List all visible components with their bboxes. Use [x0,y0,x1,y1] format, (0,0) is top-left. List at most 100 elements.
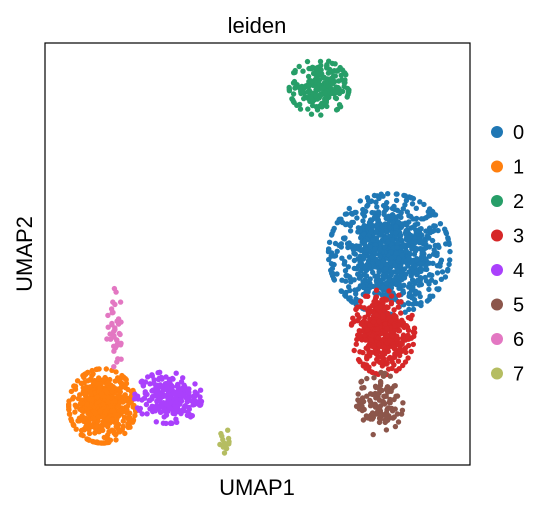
scatter-point-cluster-0 [346,205,352,212]
scatter-point-cluster-4 [153,390,159,396]
scatter-point-cluster-1 [115,403,122,410]
scatter-point-cluster-0 [349,299,356,305]
scatter-point-cluster-0 [364,195,371,201]
scatter-point-cluster-5 [387,396,393,403]
scatter-point-cluster-2 [304,58,311,65]
scatter-point-cluster-1 [76,418,83,424]
scatter-point-cluster-7 [221,440,227,446]
scatter-point-cluster-6 [113,343,120,349]
scatter-point-cluster-2 [332,73,338,79]
scatter-point-cluster-2 [318,112,324,118]
scatter-point-cluster-0 [376,247,383,254]
scatter-point-cluster-0 [328,267,334,273]
scatter-point-cluster-1 [70,422,77,428]
scatter-point-cluster-6 [105,312,111,319]
scatter-point-cluster-1 [103,366,110,372]
scatter-point-cluster-6 [105,324,111,330]
scatter-point-cluster-0 [357,283,364,289]
scatter-point-cluster-1 [87,384,93,390]
scatter-point-cluster-1 [93,423,100,429]
scatter-point-cluster-1 [81,374,87,381]
scatter-point-cluster-2 [308,111,315,117]
scatter-point-cluster-4 [134,405,141,411]
scatter-point-cluster-5 [399,407,406,413]
scatter-point-cluster-2 [308,79,315,85]
scatter-point-cluster-0 [417,275,424,281]
scatter-point-cluster-0 [406,301,412,307]
scatter-point-cluster-0 [391,276,398,283]
scatter-point-cluster-0 [442,274,449,280]
scatter-point-cluster-0 [360,231,367,237]
scatter-point-cluster-2 [314,107,321,113]
legend-item-0: 0 [491,122,524,144]
scatter-point-cluster-1 [127,415,133,421]
scatter-point-cluster-5 [376,419,383,426]
scatter-point-cluster-0 [392,230,399,236]
scatter-point-cluster-1 [79,427,85,434]
scatter-point-cluster-0 [326,239,333,245]
scatter-point-cluster-5 [371,375,377,381]
scatter-point-cluster-0 [410,224,416,230]
scatter-point-cluster-1 [100,377,107,383]
scatter-point-cluster-4 [183,395,189,401]
scatter-point-cluster-4 [180,375,186,381]
scatter-point-cluster-1 [88,391,94,397]
scatter-point-cluster-3 [382,321,388,327]
scatter-point-cluster-5 [380,399,387,405]
scatter-point-cluster-7 [218,430,224,437]
scatter-point-cluster-0 [365,225,371,231]
scatter-point-cluster-0 [354,265,360,272]
scatter-point-cluster-0 [379,292,385,298]
scatter-point-cluster-0 [347,223,354,229]
scatter-point-cluster-2 [319,85,326,91]
scatter-point-cluster-1 [77,400,84,407]
scatter-point-cluster-0 [339,277,345,283]
scatter-point-cluster-2 [301,95,307,102]
scatter-point-cluster-3 [354,304,361,310]
scatter-point-cluster-3 [392,323,398,329]
scatter-point-cluster-0 [406,306,412,313]
scatter-point-cluster-0 [345,264,351,270]
scatter-point-cluster-3 [384,332,390,339]
scatter-point-cluster-4 [181,404,187,410]
scatter-point-cluster-2 [292,85,298,91]
scatter-point-cluster-4 [175,382,181,389]
scatter-point-cluster-1 [92,410,99,417]
scatter-point-cluster-0 [346,274,353,280]
scatter-point-cluster-5 [360,417,367,423]
scatter-point-cluster-0 [368,222,375,228]
scatter-point-cluster-0 [416,301,422,307]
scatter-point-cluster-4 [155,370,161,376]
legend-marker-6 [491,333,503,345]
scatter-point-cluster-3 [412,329,418,336]
scatter-point-cluster-0 [434,252,440,259]
scatter-point-cluster-0 [378,241,384,247]
scatter-point-cluster-0 [429,237,436,244]
scatter-point-cluster-4 [169,375,176,382]
scatter-point-cluster-5 [391,396,397,403]
scatter-point-cluster-0 [438,276,445,282]
scatter-point-cluster-0 [342,259,348,265]
scatter-point-cluster-0 [427,272,433,278]
scatter-point-cluster-0 [413,239,419,245]
scatter-point-cluster-1 [72,409,78,415]
scatter-point-cluster-1 [120,423,126,429]
scatter-point-cluster-4 [144,411,150,417]
scatter-point-cluster-0 [372,246,378,252]
scatter-point-cluster-5 [359,396,365,403]
legend: 0 1 2 3 4 5 6 7 [491,122,524,386]
scatter-point-cluster-6 [117,299,124,305]
scatter-point-cluster-0 [426,253,433,259]
scatter-point-cluster-1 [86,430,93,437]
scatter-point-cluster-2 [330,89,336,95]
scatter-point-cluster-3 [384,360,390,366]
scatter-point-cluster-4 [174,419,180,425]
scatter-point-cluster-0 [442,226,448,232]
scatter-point-cluster-4 [161,414,167,420]
scatter-point-cluster-2 [342,77,348,83]
scatter-point-cluster-2 [306,83,312,89]
scatter-point-cluster-0 [374,193,380,199]
scatter-point-cluster-0 [416,282,422,288]
scatter-point-cluster-5 [395,419,402,425]
